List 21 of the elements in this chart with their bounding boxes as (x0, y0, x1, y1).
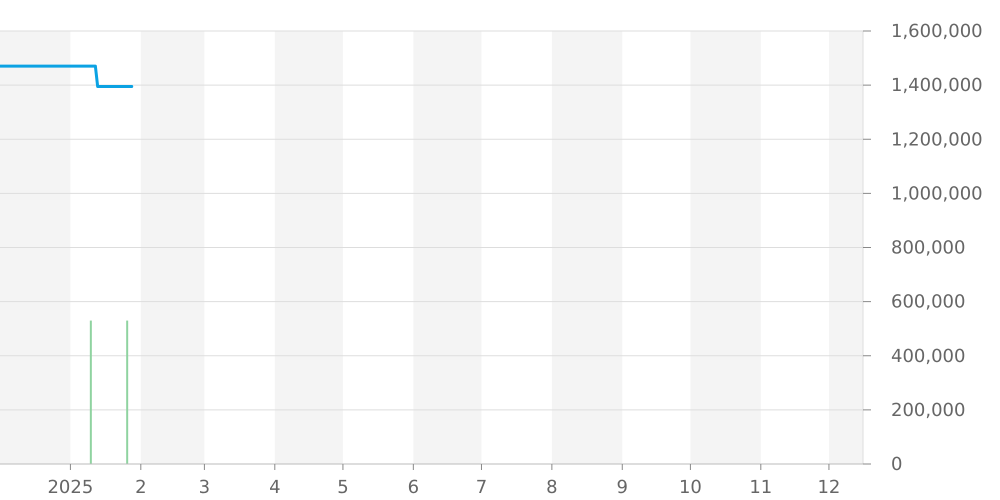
y-tick-label: 0 (891, 454, 902, 475)
y-tick-label: 400,000 (891, 346, 966, 367)
x-tick-label: 2025 (47, 477, 94, 498)
x-tick-label: 2 (135, 477, 147, 498)
x-tick-label: 10 (678, 477, 702, 498)
y-tick-label: 1,200,000 (891, 129, 983, 150)
x-tick-label: 6 (408, 477, 420, 498)
y-tick-label: 200,000 (891, 400, 966, 421)
x-tick-label: 8 (546, 477, 558, 498)
y-tick-label: 1,000,000 (891, 183, 983, 204)
y-tick-label: 800,000 (891, 238, 966, 258)
x-tick-label: 11 (749, 477, 772, 498)
y-tick-label: 1,600,000 (891, 21, 983, 42)
y-tick-label: 1,400,000 (891, 75, 983, 96)
x-tick-label: 7 (476, 477, 488, 498)
y-tick-label: 600,000 (891, 292, 966, 313)
x-tick-label: 12 (817, 477, 840, 498)
x-tick-label: 4 (269, 477, 281, 498)
x-tick-label: 9 (616, 477, 628, 498)
x-tick-label: 3 (198, 477, 210, 498)
x-tick-label: 5 (337, 477, 349, 498)
